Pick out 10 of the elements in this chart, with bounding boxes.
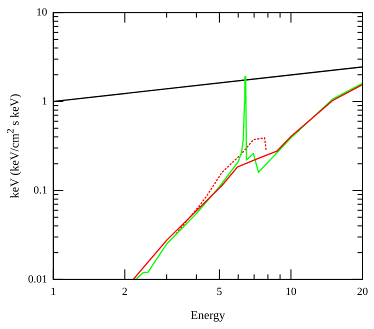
x-tick-label: 1 (50, 286, 56, 298)
y-tick-label: 0.1 (34, 184, 48, 196)
y-tick-label: 1 (42, 95, 48, 108)
x-tick-label: 10 (285, 286, 297, 298)
y-tick-label: 10 (36, 6, 48, 18)
x-tick-label: 20 (357, 286, 368, 298)
x-axis-title: Energy (190, 308, 226, 322)
x-tick-label: 5 (216, 286, 223, 298)
x-tick-label: 2 (122, 286, 128, 298)
y-tick-label: 0.01 (28, 273, 48, 286)
